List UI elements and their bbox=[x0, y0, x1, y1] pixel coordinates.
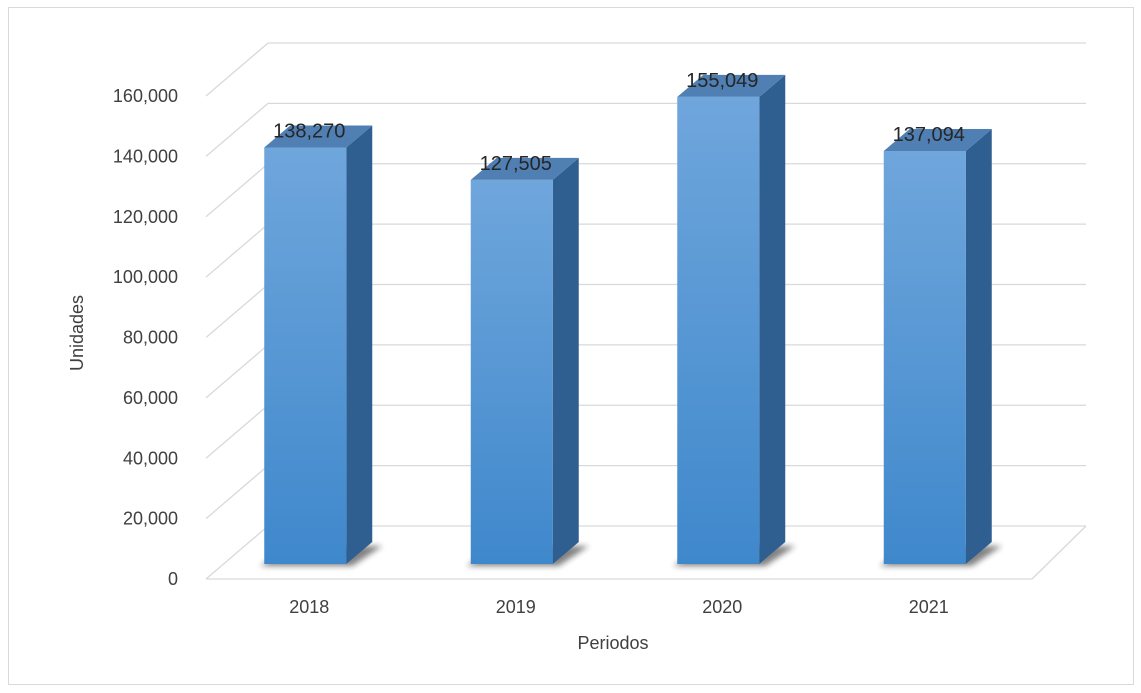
chart-frame: 0 20,000 40,000 60,000 80,000 100,000 120,000 1… bbox=[8, 7, 1134, 685]
bar-data-label: 137,094 bbox=[893, 124, 965, 146]
x-tick-label: 2020 bbox=[702, 597, 742, 617]
bar-side bbox=[965, 129, 992, 564]
gridline-side bbox=[205, 42, 269, 97]
y-tick-label: 100,000 bbox=[113, 267, 178, 287]
x-axis-title: Periodos bbox=[577, 633, 648, 653]
y-tick-label: 120,000 bbox=[113, 207, 178, 227]
gridline-side bbox=[205, 344, 269, 399]
x-tick-label: 2021 bbox=[909, 597, 949, 617]
gridline-side bbox=[205, 102, 269, 157]
bar-top bbox=[883, 129, 992, 152]
bar bbox=[264, 147, 347, 565]
gridline-side bbox=[205, 223, 269, 278]
y-tick-label: 160,000 bbox=[113, 86, 178, 106]
gridline-side bbox=[205, 525, 269, 580]
bar-top bbox=[677, 74, 786, 97]
x-axis-ticks: 2018 2019 2020 2021 bbox=[289, 597, 949, 617]
bar-side bbox=[346, 125, 373, 565]
gridline-side bbox=[205, 404, 269, 459]
bar bbox=[883, 151, 966, 564]
bar-side bbox=[759, 74, 786, 564]
y-tick-label: 20,000 bbox=[123, 509, 178, 529]
bar-top bbox=[470, 157, 579, 180]
bar-side bbox=[552, 157, 579, 565]
bars: 138,270 127,505 155,049 137,094 bbox=[260, 70, 1002, 566]
bar-data-label: 138,270 bbox=[273, 120, 345, 142]
y-tick-label: 60,000 bbox=[123, 388, 178, 408]
y-tick-label: 80,000 bbox=[123, 328, 178, 348]
gridline-side bbox=[205, 163, 269, 218]
bar-top bbox=[264, 125, 373, 148]
bar bbox=[677, 96, 760, 564]
bar-chart: 0 20,000 40,000 60,000 80,000 100,000 120,000 1… bbox=[67, 42, 1087, 653]
x-tick-label: 2018 bbox=[289, 597, 329, 617]
floor-right-edge bbox=[1031, 525, 1087, 580]
y-axis-title: Unidades bbox=[67, 295, 87, 371]
gridline-side bbox=[205, 284, 269, 338]
gridline-side bbox=[205, 465, 269, 520]
y-axis-ticks: 0 20,000 40,000 60,000 80,000 100,000 120,000 1… bbox=[113, 86, 178, 589]
x-tick-label: 2019 bbox=[496, 597, 536, 617]
y-tick-label: 40,000 bbox=[123, 448, 178, 468]
bar-data-label: 155,049 bbox=[686, 70, 758, 92]
y-tick-label: 0 bbox=[168, 569, 178, 589]
bar bbox=[470, 179, 553, 565]
bar-data-label: 127,505 bbox=[480, 153, 552, 175]
y-tick-label: 140,000 bbox=[113, 146, 178, 166]
